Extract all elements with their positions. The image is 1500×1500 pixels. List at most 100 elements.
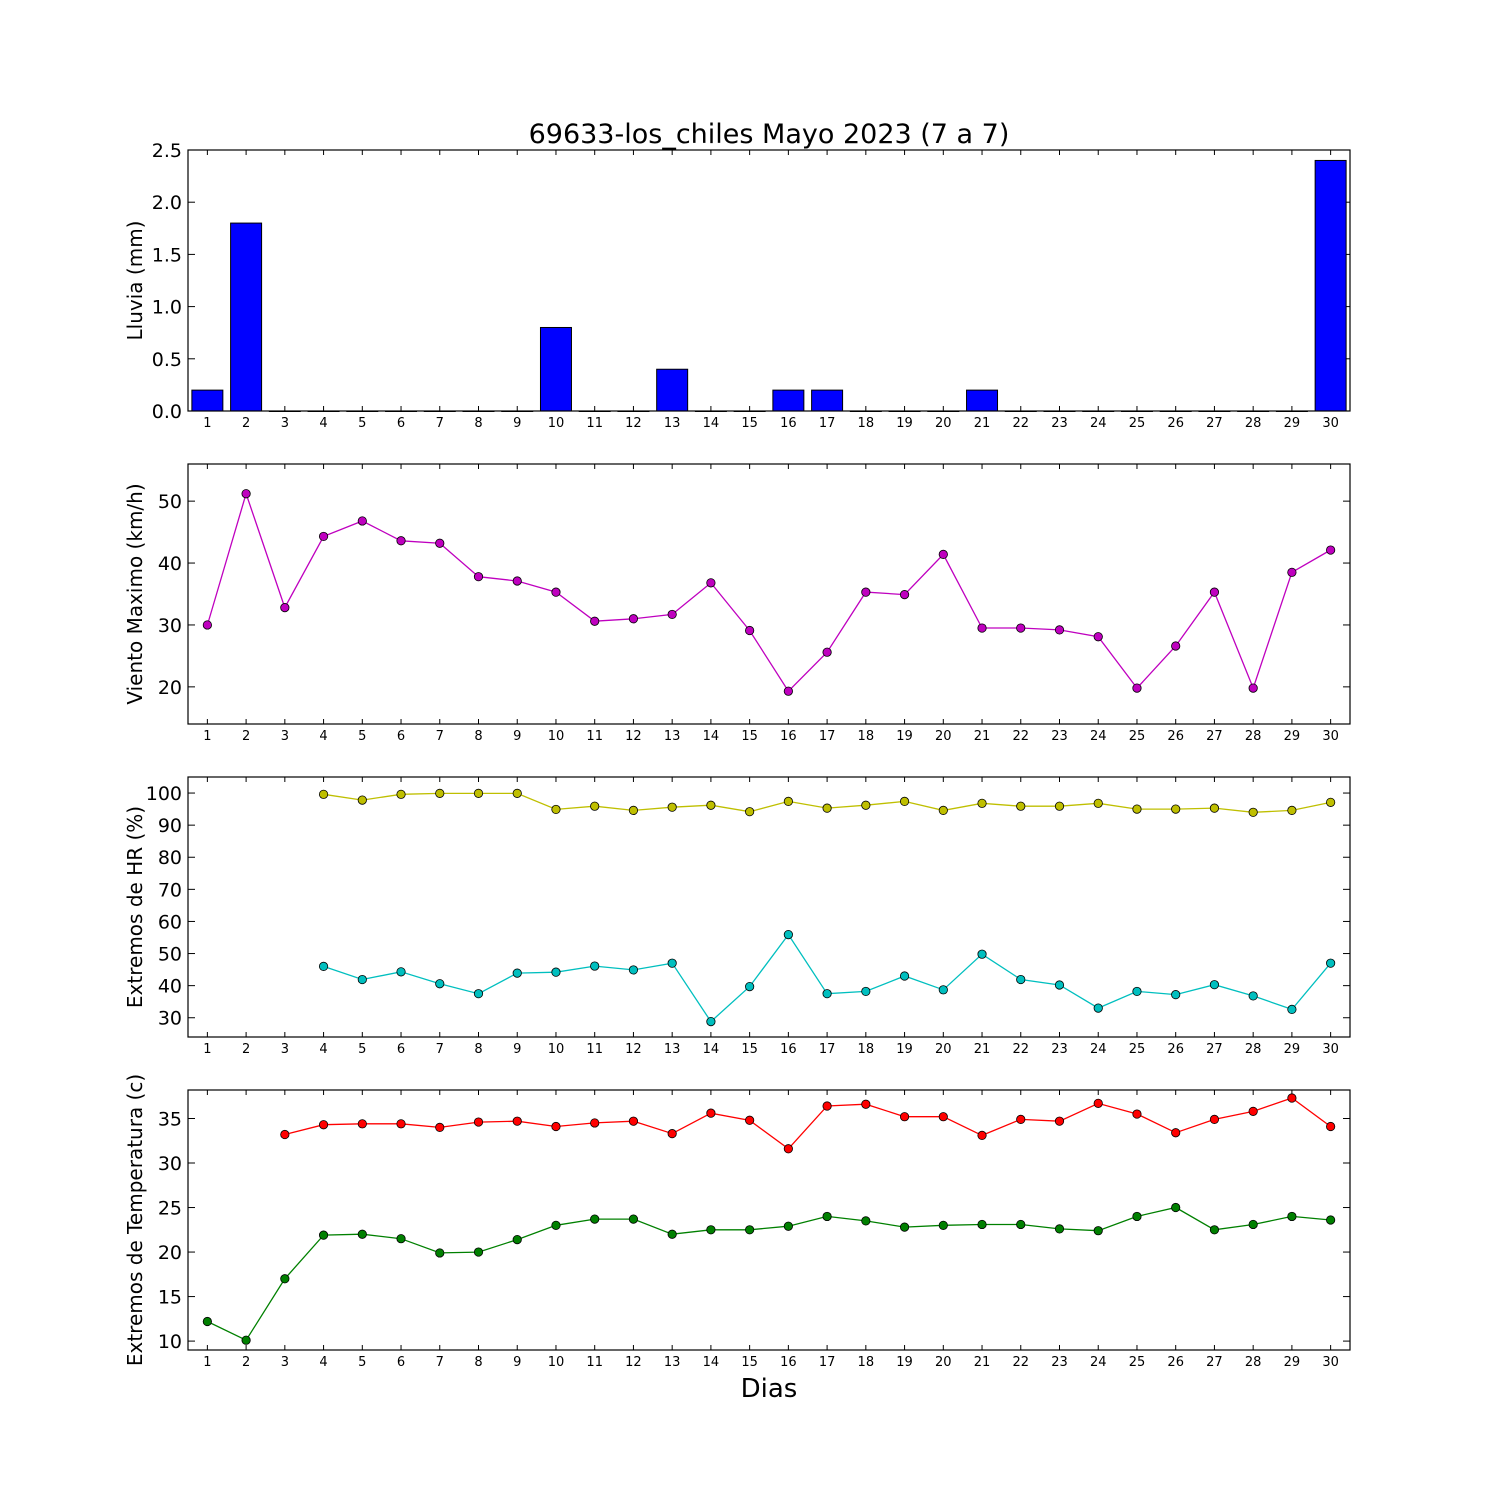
x-tick-label: 8 (474, 1355, 482, 1370)
data-point (551, 1220, 561, 1230)
x-tick-label: 20 (935, 1042, 952, 1057)
x-tick-label: 13 (664, 729, 681, 744)
y-tick-label: 70 (158, 879, 182, 901)
x-tick-label: 30 (1322, 729, 1339, 744)
x-tick-label: 27 (1206, 729, 1223, 744)
x-tick-label: 18 (858, 416, 875, 431)
data-point (435, 1122, 445, 1132)
data-point (473, 989, 484, 999)
data-point (1016, 1114, 1026, 1124)
x-tick-label: 29 (1284, 729, 1301, 744)
x-tick-label: 5 (358, 1355, 366, 1370)
data-point (512, 1234, 522, 1245)
data-point (783, 1144, 793, 1154)
bar (966, 389, 999, 412)
x-tick-label: 26 (1167, 1355, 1184, 1370)
x-tick-label: 4 (319, 729, 327, 744)
data-point (1326, 958, 1336, 968)
data-point (977, 1219, 987, 1230)
data-point (706, 578, 716, 588)
data-point (977, 1130, 987, 1141)
x-tick-label: 12 (625, 416, 642, 431)
data-point (318, 789, 329, 799)
data-point (822, 647, 832, 657)
x-tick-label: 5 (358, 416, 366, 431)
data-point (357, 795, 367, 805)
data-point (473, 572, 484, 582)
data-point (1016, 1219, 1026, 1230)
x-tick-label: 1 (203, 416, 211, 431)
data-point (1209, 803, 1220, 813)
data-point (1287, 1004, 1297, 1014)
x-tick-label: 11 (586, 416, 603, 431)
data-point (1171, 1202, 1181, 1213)
x-tick-label: 1 (203, 729, 211, 744)
data-point (899, 1112, 910, 1122)
data-point (1326, 1121, 1336, 1132)
data-point (1287, 805, 1297, 815)
x-tick-label: 14 (703, 1355, 720, 1370)
x-tick-label: 26 (1167, 1042, 1184, 1057)
x-tick-label: 18 (858, 1042, 875, 1057)
x-tick-label: 13 (664, 1042, 681, 1057)
data-point (202, 1316, 212, 1327)
x-tick-label: 28 (1245, 1355, 1262, 1370)
data-point (977, 623, 987, 633)
data-point (551, 804, 561, 815)
y-tick-label: 0.0 (152, 401, 182, 423)
bar (539, 326, 572, 412)
data-point (1171, 641, 1181, 651)
x-tick-label: 28 (1245, 416, 1262, 431)
x-tick-label: 14 (703, 1042, 720, 1057)
x-tick-label: 9 (513, 416, 521, 431)
bar (191, 389, 224, 412)
data-point (280, 603, 290, 613)
x-tick-label: 20 (935, 1355, 952, 1370)
data-point (706, 800, 716, 810)
data-point (512, 968, 522, 978)
x-tick-label: 22 (1012, 416, 1029, 431)
data-point (1326, 545, 1336, 555)
y-tick-label: 30 (158, 1008, 182, 1030)
data-point (1093, 632, 1103, 642)
data-point (628, 1116, 639, 1126)
x-tick-label: 7 (436, 1042, 444, 1057)
x-tick-label: 24 (1090, 729, 1107, 744)
x-tick-label: 3 (281, 416, 289, 431)
x-tick-label: 3 (281, 1042, 289, 1057)
x-tick-label: 22 (1012, 729, 1029, 744)
x-tick-label: 13 (664, 416, 681, 431)
x-tick-label: 2 (242, 729, 250, 744)
data-point (396, 536, 406, 546)
data-point (590, 1118, 600, 1128)
data-point (435, 979, 445, 989)
x-tick-label: 5 (358, 729, 366, 744)
data-point (938, 1220, 948, 1230)
plot-frame (187, 463, 1351, 725)
data-point (628, 1214, 639, 1224)
data-point (1093, 1226, 1103, 1236)
bar (1314, 159, 1347, 412)
data-point (1326, 797, 1336, 807)
y-axis-label: Extremos de HR (%) (123, 806, 147, 1008)
x-tick-label: 7 (436, 729, 444, 744)
bar (811, 389, 844, 412)
data-point (938, 1112, 948, 1122)
data-point (1093, 1003, 1103, 1013)
data-point (1248, 807, 1258, 817)
data-point (822, 1101, 832, 1111)
x-tick-label: 22 (1012, 1042, 1029, 1057)
series-line-2 (323, 933, 1332, 1023)
data-point (1054, 1224, 1065, 1234)
data-point (1132, 804, 1142, 814)
y-tick-label: 10 (158, 1331, 182, 1353)
x-tick-label: 1 (203, 1355, 211, 1370)
plot-frame (187, 776, 1351, 1038)
x-tick-label: 9 (513, 1042, 521, 1057)
data-point (1171, 804, 1181, 814)
y-tick-label: 20 (158, 1242, 182, 1264)
data-point (899, 971, 910, 981)
x-tick-label: 26 (1167, 729, 1184, 744)
data-point (1326, 1215, 1336, 1225)
data-point (977, 798, 987, 808)
